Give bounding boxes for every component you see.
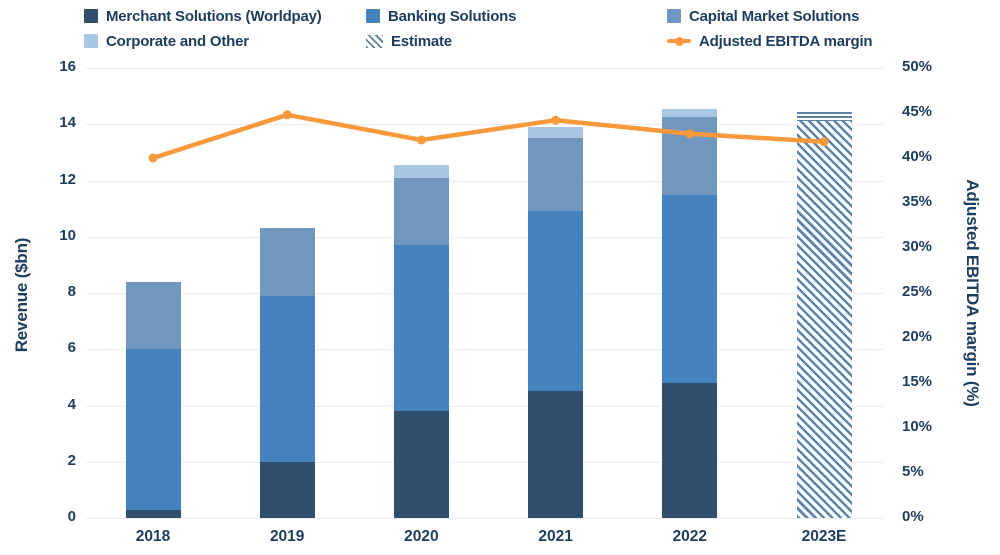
legend-item: Corporate and Other <box>84 31 249 51</box>
bar-segment <box>662 194 718 383</box>
x-axis-label: 2023E <box>801 528 847 545</box>
gridline <box>86 518 884 519</box>
gridline <box>86 236 884 238</box>
left-axis-tick: 12 <box>59 170 76 188</box>
legend-label: Adjusted EBITDA margin <box>699 32 873 50</box>
right-axis-tick: 45% <box>902 103 933 120</box>
right-axis-tick: 0% <box>902 508 924 525</box>
x-axis-label: 2020 <box>404 528 439 545</box>
legend-label: Capital Market Solutions <box>689 7 860 25</box>
line-marker <box>282 110 292 120</box>
bar-segment <box>528 211 584 392</box>
gridline <box>86 180 884 182</box>
legend-label: Merchant Solutions (Worldpay) <box>106 7 322 25</box>
left-axis-tick: 4 <box>67 395 76 413</box>
legend-label: Banking Solutions <box>388 7 517 25</box>
legend-swatch-square-icon <box>667 9 681 23</box>
legend-label: Corporate and Other <box>106 32 249 50</box>
legend-item: Merchant Solutions (Worldpay) <box>84 6 322 26</box>
bar-segment <box>393 177 449 246</box>
legend-swatch-line-marker-icon <box>667 34 691 48</box>
gridline <box>86 293 884 294</box>
left-axis-title: Revenue ($bn) <box>12 237 31 353</box>
bar-segment <box>393 245 449 412</box>
gridline <box>86 461 884 463</box>
left-axis-tick: 0 <box>67 508 76 525</box>
legend-item: Banking Solutions <box>366 6 516 26</box>
left-axis-tick: 16 <box>59 58 76 75</box>
bar-segment <box>662 383 718 518</box>
x-axis-label: 2022 <box>672 528 708 545</box>
right-axis-tick: 10% <box>902 418 933 435</box>
line-marker <box>416 135 426 145</box>
right-axis-tick: 35% <box>902 193 933 210</box>
bar-estimate-2023E <box>796 111 852 518</box>
right-axis-tick: 25% <box>902 283 933 300</box>
left-axis-tick: 8 <box>67 283 76 300</box>
bar-segment <box>259 461 315 518</box>
legend-item: Estimate <box>366 31 452 51</box>
x-axis-label: 2019 <box>269 528 305 545</box>
line-marker <box>148 153 158 163</box>
right-axis-title: Adjusted EBITDA margin (%) <box>963 179 982 407</box>
legend-swatch-square-icon <box>366 9 380 23</box>
right-axis-tick: 50% <box>902 58 933 75</box>
legend-label: Estimate <box>391 32 452 50</box>
gridline <box>86 124 884 126</box>
legend-item: Adjusted EBITDA margin <box>667 31 873 51</box>
bar-segment <box>662 117 718 195</box>
bar-segment <box>393 411 449 518</box>
bar-segment <box>528 138 584 212</box>
legend-item: Capital Market Solutions <box>667 6 859 26</box>
bar-estimate-cap <box>796 111 852 122</box>
x-axis-label: 2018 <box>135 528 171 545</box>
gridline <box>86 68 884 69</box>
legend-swatch-hatch-icon <box>366 34 383 48</box>
legend-swatch-square-icon <box>84 9 98 23</box>
bar-segment <box>528 127 584 139</box>
left-axis-tick: 6 <box>67 339 76 357</box>
right-axis-tick: 5% <box>902 463 924 480</box>
bar-segment <box>259 295 315 462</box>
right-axis-tick: 30% <box>902 238 933 255</box>
gridline <box>86 349 884 351</box>
bar-segment <box>125 281 181 350</box>
left-axis-tick: 10 <box>59 226 76 244</box>
right-axis-tick: 40% <box>902 148 933 165</box>
bar-segment <box>125 509 181 518</box>
bar-segment <box>393 165 449 178</box>
right-axis-tick: 20% <box>902 328 933 345</box>
x-axis-label: 2021 <box>538 528 573 545</box>
legend-swatch-square-icon <box>84 34 98 48</box>
bar-segment <box>259 228 315 296</box>
right-axis-tick: 15% <box>902 373 933 390</box>
bar-segment <box>662 108 718 118</box>
left-axis-tick: 2 <box>67 451 76 469</box>
left-axis-tick: 14 <box>59 114 76 132</box>
bar-segment <box>528 391 584 518</box>
gridline <box>86 405 884 407</box>
bar-segment <box>125 349 181 510</box>
